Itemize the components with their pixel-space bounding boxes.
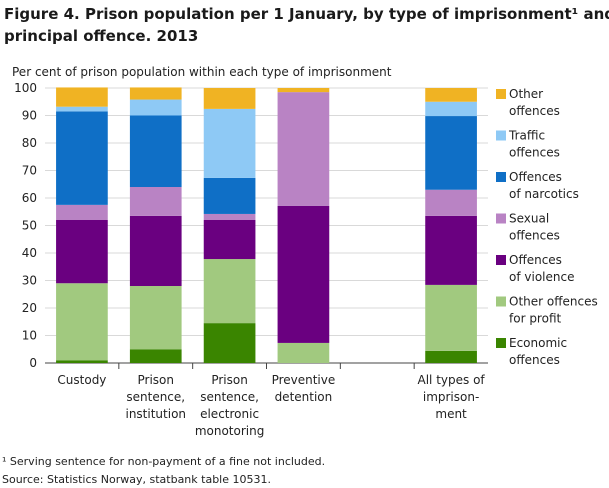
y-tick-label: 90 (22, 108, 37, 122)
bar-segment (425, 215, 477, 285)
legend-label: Other offences for profit (509, 294, 598, 325)
x-tick-label: Prison sentence, institution (125, 373, 186, 421)
legend-label: Offences of violence (509, 253, 574, 284)
bar-segment (56, 106, 108, 112)
bar-segment (425, 88, 477, 102)
legend-swatch (496, 172, 506, 182)
bar-segment (277, 92, 330, 206)
bar-segment (56, 111, 108, 205)
bar-segment (425, 350, 477, 363)
bar-segment (56, 204, 108, 220)
bar-segment (129, 215, 182, 286)
footnote: ¹ Serving sentence for non-payment of a … (2, 455, 325, 468)
bar-segment (129, 87, 182, 100)
legend-label: Offences of narcotics (509, 170, 579, 201)
bar-segment (56, 87, 108, 107)
bar-segment (129, 286, 182, 350)
y-tick-label: 40 (22, 246, 37, 260)
legend-label: Other offences (509, 87, 560, 118)
legend-label: Economic offences (509, 336, 567, 367)
bar-segment (56, 283, 108, 361)
bar-segment (425, 101, 477, 117)
y-tick-label: 30 (22, 273, 37, 287)
y-tick-label: 50 (22, 218, 37, 232)
legend-swatch (496, 89, 506, 99)
bar-segment (277, 342, 330, 363)
y-tick-label: 100 (14, 81, 37, 95)
bar-segment (425, 116, 477, 190)
legend-swatch (496, 338, 506, 348)
x-tick-label: Prison sentence, electronic monotoring (195, 373, 265, 438)
bar-segment (203, 323, 256, 363)
x-tick-label: All types of imprison-ment (418, 373, 486, 421)
x-tick-label: Preventive detention (272, 373, 336, 404)
bar-segment (203, 108, 256, 178)
y-axis-label: Per cent of prison population within eac… (12, 65, 392, 79)
y-tick-label: 10 (22, 328, 37, 342)
bar-segment (56, 220, 108, 284)
bar-segment (203, 177, 256, 214)
legend-label: Traffic offences (508, 128, 560, 159)
bar-segment (277, 88, 330, 93)
source: Source: Statistics Norway, statbank tabl… (2, 473, 271, 486)
y-tick-label: 70 (22, 163, 37, 177)
bar-segment (203, 88, 256, 109)
y-tick-label: 0 (29, 356, 37, 370)
y-tick-label: 80 (22, 136, 37, 150)
bar-segment (203, 259, 256, 324)
bar-segment (129, 99, 182, 116)
bar-segment (203, 220, 256, 260)
bar-segment (277, 205, 330, 343)
bar-segment (129, 115, 182, 187)
legend-swatch (496, 296, 506, 307)
legend-swatch (496, 255, 506, 265)
chart-title: Figure 4. Prison population per 1 Januar… (4, 5, 609, 45)
bar-segment (129, 187, 182, 216)
bar-segment (425, 284, 477, 351)
bar-segment (129, 349, 182, 363)
x-tick-label: Custody (57, 373, 106, 387)
y-tick-label: 60 (22, 191, 37, 205)
bar-segment (56, 360, 108, 363)
legend-label: Sexual offences (509, 211, 560, 242)
y-tick-label: 20 (22, 301, 37, 315)
bar-segment (425, 189, 477, 216)
legend-swatch (496, 213, 506, 224)
bar-segment (203, 213, 256, 220)
legend-swatch (496, 130, 506, 141)
